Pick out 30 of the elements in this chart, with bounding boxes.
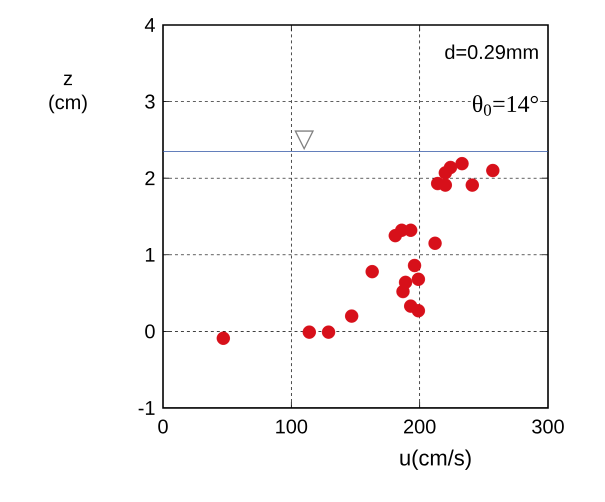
point [408,258,422,272]
y-tick-label: 3 [145,94,155,109]
x-tick-label: 200 [404,420,436,434]
point [216,332,230,345]
y-tick-label: 0 [145,324,155,338]
y-axis-title: z (cm) [49,74,87,114]
x-tick-label: 300 [532,420,564,434]
point [466,178,479,192]
x-axis-title: u(cm/s) [400,449,471,470]
point [412,272,426,286]
y-tick-label: 2 [145,171,154,186]
point [486,164,500,178]
y-tick-label: 1 [146,248,155,262]
point [438,178,452,192]
point [396,284,410,298]
point [428,236,442,250]
y-tick-label: 4 [144,18,155,32]
annotation: θ$_{0}$=14° [472,95,538,116]
ref-line-label: ▽ [294,130,314,150]
annotation: d=0.29mm [445,44,538,60]
point [302,325,316,339]
y-tick-label: -1 [138,401,155,415]
point [344,309,358,323]
point [412,304,426,318]
point [365,264,379,278]
x-tick-label: 0 [158,420,168,434]
point [455,156,469,170]
point [438,166,452,180]
point [322,325,336,339]
x-tick-label: 100 [276,420,308,434]
